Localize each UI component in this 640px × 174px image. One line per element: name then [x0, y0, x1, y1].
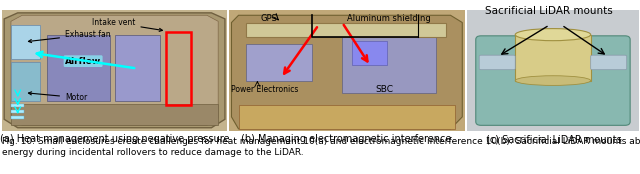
Text: Motor: Motor	[28, 92, 87, 102]
Bar	[11, 25, 40, 59]
Bar	[351, 41, 387, 65]
Bar	[246, 44, 312, 81]
Bar	[246, 23, 446, 37]
Bar	[115, 35, 159, 101]
Ellipse shape	[515, 76, 591, 85]
Text: Intake vent: Intake vent	[92, 18, 163, 31]
Text: (a) Heat management using negative pressure: (a) Heat management using negative press…	[1, 134, 230, 144]
Text: (c) Sacrificial LiDAR mounts: (c) Sacrificial LiDAR mounts	[486, 134, 621, 144]
Bar	[11, 110, 24, 113]
Bar	[11, 62, 40, 101]
Text: Sacrificial LiDAR mounts: Sacrificial LiDAR mounts	[485, 6, 613, 16]
Text: Exhaust fan: Exhaust fan	[28, 30, 111, 43]
Bar	[515, 35, 591, 81]
Bar	[166, 32, 191, 105]
Text: SBC: SBC	[375, 85, 393, 94]
Polygon shape	[4, 13, 225, 128]
Ellipse shape	[515, 29, 591, 41]
Bar	[11, 104, 24, 107]
Text: Fig. 10: Small enclosures create challenges for heat management 10(a) and electr: Fig. 10: Small enclosures create challen…	[2, 137, 640, 157]
Text: GPS: GPS	[260, 14, 278, 23]
Text: Airflow: Airflow	[65, 57, 101, 66]
FancyBboxPatch shape	[476, 36, 630, 125]
Bar	[11, 116, 24, 119]
Text: Power Electronics: Power Electronics	[232, 85, 299, 94]
Bar	[11, 104, 218, 125]
Polygon shape	[11, 15, 218, 125]
Bar	[47, 35, 110, 101]
Bar	[239, 105, 455, 129]
FancyBboxPatch shape	[591, 55, 627, 70]
Text: Aluminum shielding: Aluminum shielding	[347, 14, 431, 23]
FancyBboxPatch shape	[479, 55, 515, 70]
Polygon shape	[232, 15, 462, 129]
Text: (b) Managing electromagnetic interference.: (b) Managing electromagnetic interferenc…	[241, 134, 454, 144]
Bar	[342, 32, 436, 93]
